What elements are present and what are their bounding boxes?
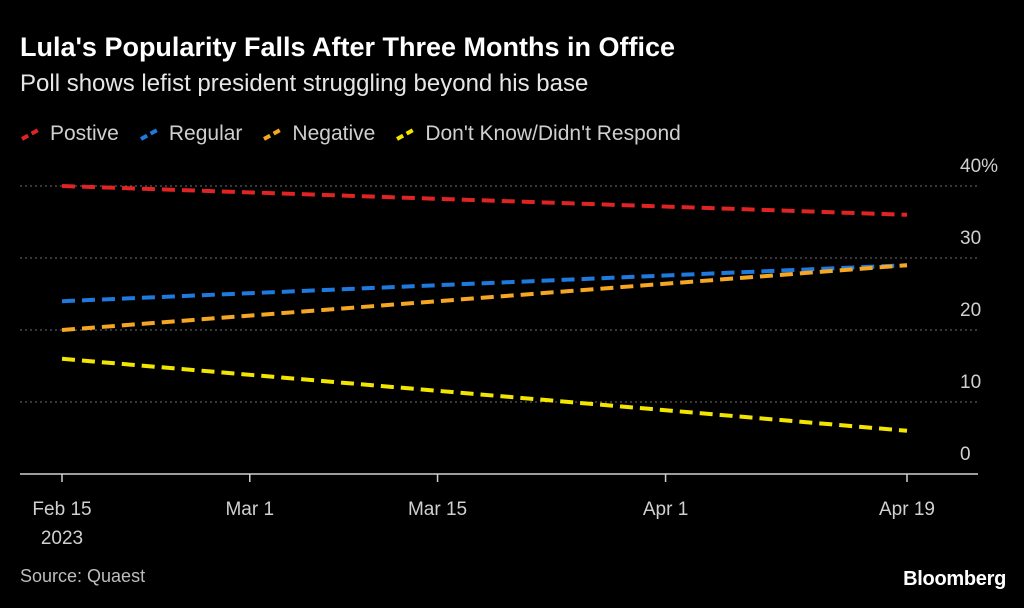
y-tick-label: 40%: [960, 156, 998, 177]
x-tick-label: Feb 15: [32, 499, 91, 520]
series-line-regular: [61, 263, 908, 304]
source-note: Source: Quaest: [20, 566, 146, 586]
series-line-don-t-know-didn-t-respond: [61, 356, 908, 433]
line-chart: 40% 30 20 10 0 Feb 15 Mar 1 Mar 15 Apr 1 Apr 19 20…: [20, 156, 998, 549]
legend: Postive Regular Negative Don't Know/Didn…: [20, 122, 681, 146]
legend-item-regular: Regular: [139, 122, 243, 146]
y-tick-label: 10: [960, 372, 981, 393]
y-tick-label: 30: [960, 228, 981, 249]
legend-item-negative: Negative: [262, 122, 375, 146]
bloomberg-logo: Bloomberg: [903, 568, 1006, 590]
legend-swatch-regular: [139, 127, 160, 141]
x-tick-label: Apr 19: [879, 499, 935, 520]
legend-item-dont-know: Don't Know/Didn't Respond: [395, 122, 681, 146]
x-tick-label: Mar 1: [225, 499, 274, 520]
y-tick-label: 20: [960, 300, 981, 321]
chart-subtitle: Poll shows lefist president struggling b…: [20, 70, 589, 97]
y-tick-label: 0: [960, 444, 971, 465]
legend-swatch-negative: [263, 127, 284, 141]
series-line-postive: [61, 184, 908, 217]
legend-swatch-positive: [21, 127, 41, 141]
x-tick-label: Mar 15: [408, 499, 467, 520]
legend-label-dont-know: Don't Know/Didn't Respond: [425, 122, 681, 145]
series-line-negative: [61, 263, 908, 332]
x-year-label: 2023: [41, 528, 83, 549]
chart-title: Lula's Popularity Falls After Three Mont…: [20, 32, 676, 62]
legend-label-negative: Negative: [292, 122, 376, 145]
legend-label-regular: Regular: [168, 122, 243, 145]
x-tick-label: Apr 1: [643, 499, 688, 520]
legend-item-positive: Postive: [20, 122, 119, 146]
legend-label-positive: Postive: [50, 122, 119, 145]
legend-swatch-dont-know: [396, 127, 417, 141]
